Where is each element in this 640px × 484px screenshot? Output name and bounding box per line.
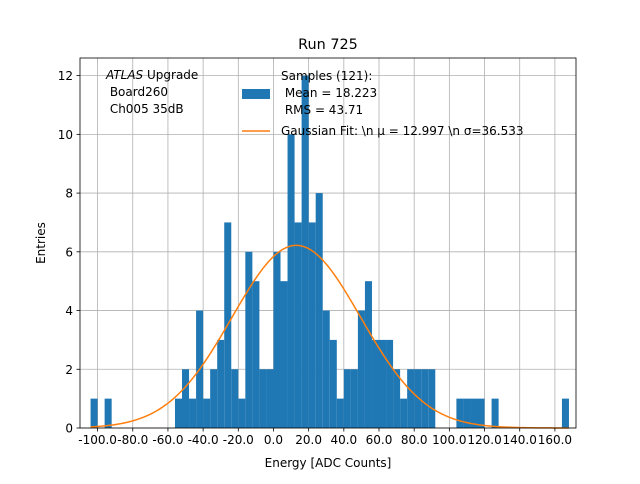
x-tick-label: -80.0 — [117, 433, 148, 447]
x-tick-label: -20.0 — [223, 433, 254, 447]
x-tick-label: -40.0 — [188, 433, 219, 447]
plot-frame — [79, 57, 577, 429]
histogram-bar — [90, 398, 98, 428]
histogram-bar — [350, 369, 358, 428]
atlas-annotation: ATLAS Upgrade Board260 Ch005 35dB — [105, 68, 198, 116]
histogram-bar — [470, 398, 478, 428]
histogram-bar — [203, 398, 211, 428]
x-axis: -100.0 -80.0 -60.0 -40.0 -20.0 0.0 20.0 40.0 60.… — [78, 428, 572, 447]
histogram-bar — [287, 134, 295, 428]
y-axis-label: Entries — [34, 222, 48, 264]
histogram-bar — [491, 398, 499, 428]
histogram-bar — [273, 251, 281, 428]
histogram-bar — [386, 339, 394, 428]
histogram-bar — [301, 75, 309, 428]
histogram-bar — [259, 369, 267, 428]
histogram-bar — [280, 281, 288, 428]
histogram-bar — [210, 369, 218, 428]
y-tick-label: 10 — [58, 128, 73, 142]
upgrade-label: Upgrade — [143, 68, 198, 82]
histogram-bar — [371, 339, 380, 428]
legend-samples-line2: Mean = 18.223 — [281, 86, 377, 100]
y-axis: 0 2 4 6 8 10 12 — [58, 69, 80, 436]
x-tick-label: 80.0 — [401, 433, 428, 447]
histogram-bar — [294, 222, 302, 428]
histogram-bar — [561, 398, 569, 428]
x-tick-label: 20.0 — [295, 433, 322, 447]
x-axis-label: Energy [ADC Counts] — [265, 456, 392, 470]
histogram-bar — [245, 251, 253, 428]
histogram-bar — [189, 398, 197, 428]
chart-title: Run 725 — [298, 37, 358, 53]
y-tick-label: 2 — [65, 363, 73, 377]
y-tick-label: 0 — [65, 422, 73, 436]
histogram-bar — [266, 369, 274, 428]
histogram-bar — [463, 398, 471, 428]
histogram-bar — [428, 369, 436, 428]
histogram-bar — [477, 398, 485, 428]
x-tick-label: -100.0 — [78, 433, 117, 447]
y-tick-label: 8 — [65, 187, 73, 201]
x-tick-label: 120.0 — [467, 433, 501, 447]
y-tick-label: 4 — [65, 304, 73, 318]
histogram-bar — [400, 398, 408, 428]
histogram-bar — [315, 193, 323, 428]
histogram-bar — [456, 398, 464, 428]
x-tick-label: 40.0 — [330, 433, 357, 447]
histogram-bar — [343, 369, 351, 428]
histogram-bar — [329, 339, 337, 428]
histogram-bar — [231, 369, 239, 428]
histogram-bar — [217, 339, 225, 428]
channel-label: Ch005 35dB — [106, 102, 184, 116]
y-tick-label: 6 — [65, 245, 73, 259]
svg-text:ATLAS Upgrade: ATLAS Upgrade — [105, 68, 198, 82]
histogram-bar — [336, 398, 344, 428]
histogram-bar — [379, 339, 387, 428]
histogram-bars — [90, 75, 569, 428]
y-tick-label: 12 — [58, 69, 73, 83]
x-tick-label: 0.0 — [264, 433, 283, 447]
x-tick-label: 60.0 — [366, 433, 393, 447]
histogram-bar — [364, 281, 372, 428]
legend-samples-line1: Samples (121): — [281, 69, 372, 83]
board-label: Board260 — [106, 85, 168, 99]
histogram-bar — [357, 310, 365, 428]
histogram-bar — [238, 398, 246, 428]
histogram-bar — [182, 369, 190, 428]
histogram-bar — [421, 369, 429, 428]
gaussian-fit-line — [90, 244, 569, 429]
x-tick-label: 100.0 — [432, 433, 466, 447]
legend: Samples (121): Mean = 18.223 RMS = 43.71… — [242, 69, 524, 138]
x-tick-label: 140.0 — [503, 433, 537, 447]
histogram-bar — [414, 369, 422, 428]
x-tick-label: -60.0 — [152, 433, 183, 447]
histogram-bar — [407, 369, 415, 428]
legend-samples-line3: RMS = 43.71 — [281, 103, 363, 117]
histogram-bar — [174, 398, 183, 428]
gaussian-fit-curve — [90, 244, 569, 429]
x-tick-label: 160.0 — [538, 433, 572, 447]
legend-fit-label: Gaussian Fit: \n μ = 12.997 \n σ=36.533 — [281, 124, 524, 138]
histogram-bar — [322, 310, 330, 428]
legend-samples-swatch — [242, 89, 270, 99]
histogram-bar — [393, 369, 401, 428]
histogram-bar — [308, 222, 316, 428]
histogram-bar — [252, 281, 260, 428]
histogram-bar — [104, 398, 112, 428]
atlas-label: ATLAS — [105, 68, 144, 82]
